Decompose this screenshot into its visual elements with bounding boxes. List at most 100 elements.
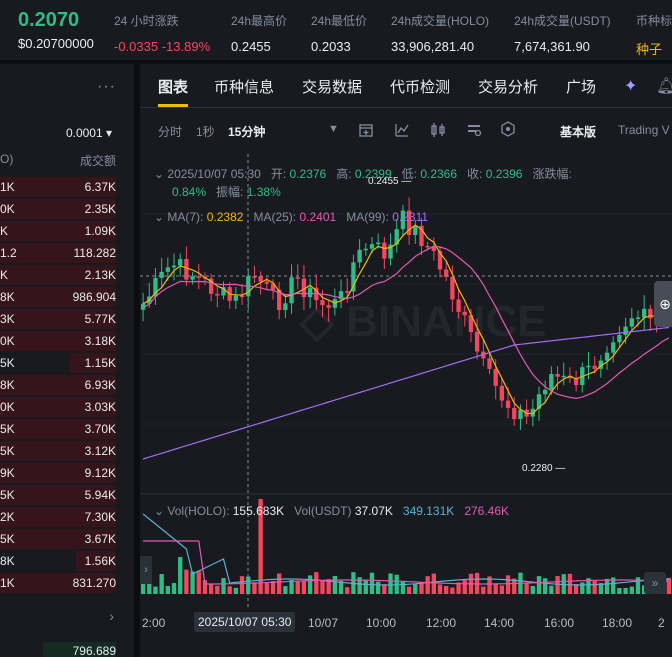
order-book-panel: ··· 0.0001 ▾ O) 成交额 1K 6.37K 0K 2.35K K 1.09K… bbox=[0, 64, 134, 657]
candle-body bbox=[307, 287, 313, 298]
scroll-latest-icon[interactable]: » bbox=[644, 572, 666, 594]
book-row[interactable]: 5K 5.94K bbox=[0, 484, 134, 506]
candle-body bbox=[474, 331, 480, 352]
tab-1[interactable]: 币种信息 bbox=[214, 79, 275, 96]
candle-body bbox=[400, 210, 406, 230]
book-row-amount: 5K bbox=[0, 488, 15, 502]
book-row[interactable]: 0K 3.18K bbox=[0, 330, 134, 352]
book-row[interactable]: 1K 6.37K bbox=[0, 176, 134, 198]
volume-bar bbox=[431, 573, 437, 594]
ticker-bar: 0.2070 $0.20700000 24 小时涨跌 -0.0335 -13.89… bbox=[0, 0, 672, 60]
chevron-right-icon[interactable]: › bbox=[109, 608, 114, 624]
ticker-stat: 24h最低价 0.2033 bbox=[311, 12, 367, 54]
more-dots-icon[interactable]: ··· bbox=[97, 78, 116, 95]
x-tick-label: 2:00 bbox=[142, 616, 166, 630]
candle-body bbox=[487, 358, 492, 369]
candle-body bbox=[437, 251, 443, 270]
book-row-amount: 3K bbox=[0, 312, 15, 326]
interval-button[interactable]: 1秒 bbox=[196, 125, 215, 139]
ai-sparkle-icon[interactable]: ✦ bbox=[624, 78, 638, 95]
candle-type-icon[interactable] bbox=[430, 122, 446, 138]
book-row[interactable]: 0K 2.35K bbox=[0, 198, 134, 220]
vol-ma1-line bbox=[142, 513, 669, 586]
book-row-amount: 0K bbox=[0, 202, 15, 216]
book-row-total: 5.77K bbox=[84, 312, 116, 326]
candle-body bbox=[611, 342, 616, 353]
volume-bar bbox=[536, 576, 542, 594]
view-tradingview-button[interactable]: Trading V bbox=[618, 123, 670, 137]
candle-body bbox=[264, 281, 269, 284]
volume-bar bbox=[165, 585, 171, 594]
volume-bar bbox=[555, 575, 560, 594]
ticker-stat-label: 24h最低价 bbox=[311, 14, 368, 28]
book-row[interactable]: 8K 986.904 bbox=[0, 286, 134, 308]
candle-body bbox=[184, 259, 189, 280]
book-row[interactable]: 5K 3.67K bbox=[0, 528, 134, 550]
ticker-stat-value: 0.2455 bbox=[231, 39, 271, 54]
volume-bar bbox=[524, 582, 529, 594]
candle-body bbox=[159, 271, 164, 278]
candle-body bbox=[586, 365, 591, 368]
tab-3[interactable]: 代币检测 bbox=[390, 79, 451, 96]
book-row[interactable]: 5K 3.12K bbox=[0, 440, 134, 462]
chart-canvas[interactable]: ◇ BINANCE 0.2455 — 0.2280 — bbox=[140, 154, 672, 657]
add-indicator-icon[interactable] bbox=[358, 122, 374, 138]
volume-bar bbox=[196, 570, 201, 594]
candle-body bbox=[543, 389, 548, 395]
precision-select[interactable]: 0.0001 ▾ bbox=[65, 126, 112, 140]
book-row[interactable]: 2K 7.30K bbox=[0, 506, 134, 528]
bell-icon[interactable]: 🔔︎ bbox=[656, 78, 672, 95]
candle-body bbox=[512, 407, 517, 420]
tab-5[interactable]: 广场 bbox=[566, 79, 597, 96]
book-row[interactable]: 8K 6.93K bbox=[0, 374, 134, 396]
settings-icon[interactable] bbox=[466, 122, 482, 138]
candle-body bbox=[592, 365, 597, 369]
book-row[interactable]: K 2.13K bbox=[0, 264, 134, 286]
book-row[interactable]: 1.2 118.282 bbox=[0, 242, 134, 264]
book-row-amount: 8K bbox=[0, 378, 15, 392]
book-row-amount: 1K bbox=[0, 180, 15, 194]
book-row[interactable]: 9K 9.12K bbox=[0, 462, 134, 484]
candle-body bbox=[555, 374, 560, 377]
book-row[interactable]: 8K 1.56K bbox=[0, 550, 134, 572]
add-price-line-button[interactable]: ⊕ bbox=[654, 281, 672, 327]
chevron-down-icon[interactable]: ▼ bbox=[328, 123, 339, 135]
ticker-stat: 币种标 种子 bbox=[636, 12, 672, 58]
depth-bar bbox=[0, 419, 116, 439]
ticker-stat: 24 小时涨跌 -0.0335 -13.89% bbox=[114, 12, 210, 54]
book-row[interactable]: 5K 1.15K bbox=[0, 352, 134, 374]
expand-left-icon[interactable]: › bbox=[140, 556, 152, 584]
candle-body bbox=[140, 303, 146, 310]
interval-button[interactable]: 分时 bbox=[158, 125, 183, 139]
candle-body bbox=[573, 378, 579, 386]
volume-bar bbox=[456, 582, 461, 594]
tab-2[interactable]: 交易数据 bbox=[302, 79, 363, 96]
volume-bar bbox=[388, 573, 393, 594]
interval-button[interactable]: 15分钟 bbox=[228, 125, 266, 139]
volume-bar bbox=[580, 582, 585, 594]
book-row[interactable]: 1K 831.270 bbox=[0, 572, 134, 594]
ma-info-line: ⌄ MA(7): 0.2382 MA(25): 0.2401 MA(99): 0… bbox=[154, 210, 429, 224]
book-row-amount: 8K bbox=[0, 290, 15, 304]
book-row[interactable]: 3K 5.77K bbox=[0, 308, 134, 330]
view-basic-button[interactable]: 基本版 bbox=[560, 125, 597, 139]
volume-bar bbox=[246, 576, 251, 594]
tab-4[interactable]: 交易分析 bbox=[478, 79, 539, 96]
candle-body bbox=[345, 291, 350, 293]
book-row[interactable]: 5K 3.70K bbox=[0, 418, 134, 440]
candle-body bbox=[375, 242, 381, 245]
candle-body bbox=[561, 375, 566, 378]
line-tool-icon[interactable] bbox=[394, 122, 410, 138]
ticker-stat-label: 24h成交量(USDT) bbox=[514, 14, 611, 28]
book-row[interactable]: K 1.09K bbox=[0, 220, 134, 242]
volume-bar bbox=[153, 586, 158, 594]
hexagon-icon[interactable] bbox=[500, 121, 516, 137]
candle-body bbox=[536, 394, 542, 409]
candle-body bbox=[425, 245, 430, 248]
book-row[interactable]: 0K 3.03K bbox=[0, 396, 134, 418]
volume-bar bbox=[592, 580, 597, 594]
candlestick-chart[interactable]: ◇ BINANCE 0.2455 — 0.2280 — ⌄ 2025/10/07 0… bbox=[140, 154, 672, 657]
candle-body bbox=[153, 277, 158, 297]
tab-0[interactable]: 图表 bbox=[158, 79, 189, 96]
volume-bar bbox=[425, 576, 430, 594]
